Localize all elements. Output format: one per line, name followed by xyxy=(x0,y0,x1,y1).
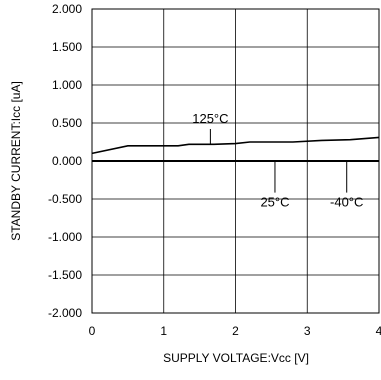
x-tick-label: 2 xyxy=(232,324,239,338)
y-tick-label: -1.000 xyxy=(48,230,82,244)
y-tick-label: 1.500 xyxy=(52,40,82,54)
y-tick-label: 2.000 xyxy=(52,2,82,16)
x-axis-label: SUPPLY VOLTAGE:Vcc [V] xyxy=(163,351,309,365)
y-tick-label: -2.000 xyxy=(48,306,82,320)
annotation-label: -40°C xyxy=(330,195,363,210)
x-tick-label: 1 xyxy=(160,324,167,338)
annotations: 125°C 25°C -40°C xyxy=(192,111,363,210)
y-tick-label: 0.500 xyxy=(52,116,82,130)
y-tick-label: 1.000 xyxy=(52,78,82,92)
annotation-label: 125°C xyxy=(192,111,228,126)
x-tick-label: 0 xyxy=(89,324,96,338)
series-lines xyxy=(91,136,380,162)
y-tick-label: 0.000 xyxy=(52,154,82,168)
x-tick-label: 3 xyxy=(304,324,311,338)
y-tick-labels: 2.000 1.500 1.000 0.500 0.000 -0.500 -1.000 -1.… xyxy=(48,2,82,320)
y-tick-label: -0.500 xyxy=(48,192,82,206)
x-tick-label: 4 xyxy=(376,324,381,338)
x-tick-labels: 0 1 2 3 4 xyxy=(89,324,381,338)
annotation-label: 25°C xyxy=(260,195,289,210)
y-tick-label: -1.500 xyxy=(48,268,82,282)
y-axis-label: STANDBY CURRENT:Icc [uA] xyxy=(9,81,23,241)
series-line xyxy=(91,136,380,155)
